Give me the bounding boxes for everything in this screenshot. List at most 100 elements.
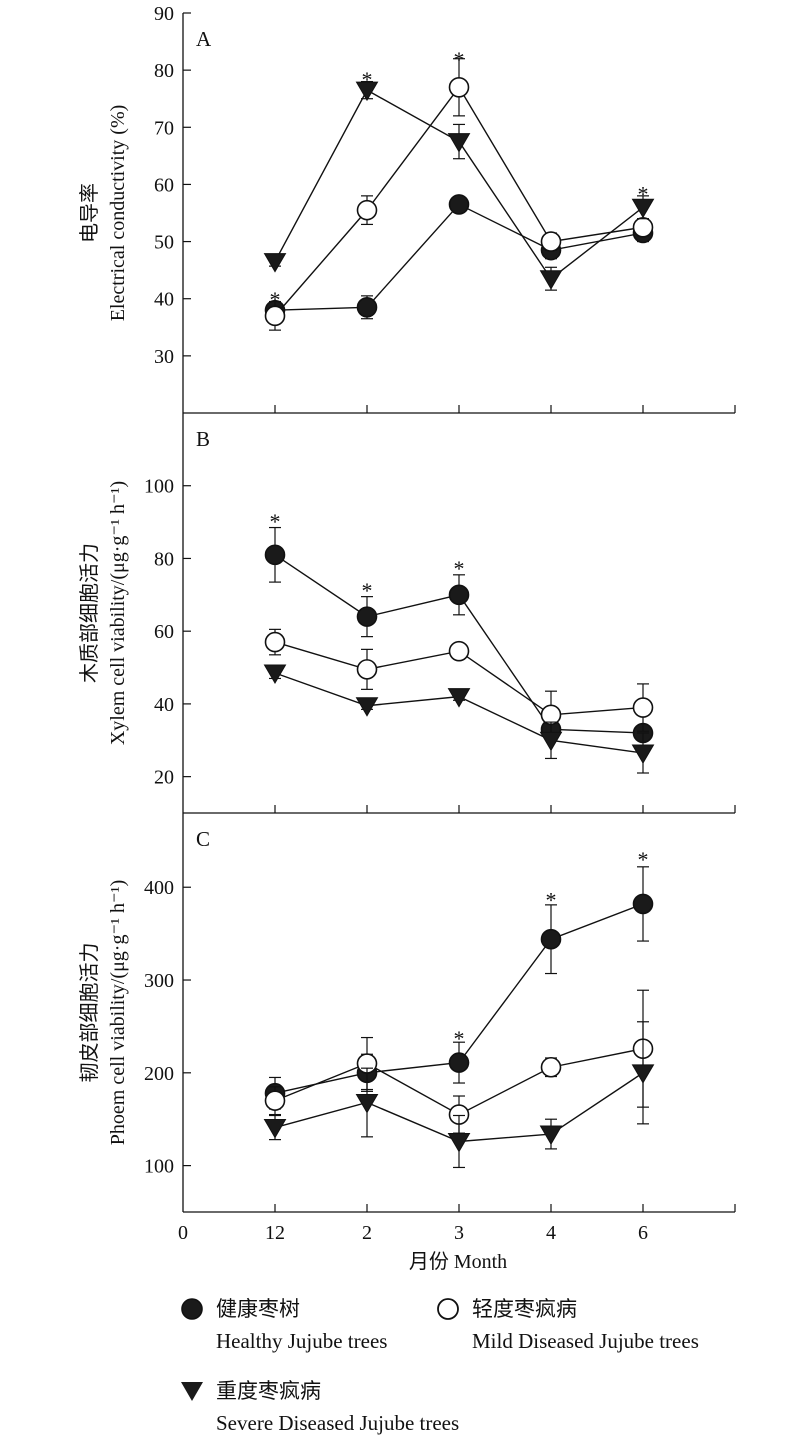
y-axis-label-cn: 木质部细胞活力 <box>78 543 101 683</box>
y-tick-label: 80 <box>154 548 174 570</box>
data-point-healthy <box>448 1052 470 1073</box>
significance-star: * <box>454 1026 465 1051</box>
x-tick-label: 4 <box>546 1222 556 1244</box>
data-point-severe <box>447 688 471 708</box>
series-line <box>274 203 644 311</box>
significance-star: * <box>454 47 465 72</box>
legend: 健康枣树 Healthy Jujube trees 轻度枣疯病 Mild Dis… <box>181 1297 699 1435</box>
data-point-severe <box>355 81 379 102</box>
data-point-healthy <box>448 194 470 215</box>
x-tick-label: 3 <box>454 1222 464 1244</box>
significance-star: * <box>362 578 373 603</box>
data-point-severe <box>263 664 287 684</box>
data-point-severe <box>631 1064 655 1084</box>
data-point-mild <box>356 659 378 680</box>
y-axis-label-en: Phoem cell viability/(μg·g⁻¹ h⁻¹) <box>107 880 129 1145</box>
data-point-severe <box>539 270 563 290</box>
legend-marker-mild <box>437 1298 459 1320</box>
x-tick-label: 12 <box>265 1222 285 1244</box>
series-mild <box>264 628 654 740</box>
y-axis-label-cn: 韧皮部细胞活力 <box>78 943 101 1083</box>
panel-B: 20 40 60 80 100 B 木质部细胞活力 Xylem cell viability/… <box>78 413 736 814</box>
data-point-mild <box>540 1056 562 1078</box>
x-axis-label: 月份 Month <box>409 1250 507 1273</box>
legend-item-mild: 轻度枣疯病 Mild Diseased Jujube trees <box>437 1297 699 1353</box>
series-severe <box>263 664 655 774</box>
y-axis-label-en: Xylem cell viability/(μg·g⁻¹ h⁻¹) <box>107 481 129 745</box>
y-tick-label: 40 <box>154 694 174 716</box>
y-tick-label: 300 <box>144 970 174 992</box>
data-point-healthy <box>356 606 378 627</box>
panel-C: 100 200 300 400 C 韧皮部细胞活力 Phoem cell viability… <box>78 813 736 1213</box>
x-tick-label: 2 <box>362 1222 372 1244</box>
legend-label-en-severe: Severe Diseased Jujube trees <box>216 1411 459 1435</box>
data-point-severe <box>631 744 655 764</box>
y-tick-label: 90 <box>154 3 174 25</box>
legend-label-en-healthy: Healthy Jujube trees <box>216 1329 387 1353</box>
y-tick-label: 50 <box>154 232 174 254</box>
data-point-mild <box>632 216 654 238</box>
significance-star: * <box>638 181 649 206</box>
data-point-severe <box>355 1094 379 1114</box>
legend-item-severe: 重度枣疯病 Severe Diseased Jujube trees <box>181 1379 459 1435</box>
data-point-mild <box>448 76 470 98</box>
data-point-mild <box>540 231 562 252</box>
legend-item-healthy: 健康枣树 Healthy Jujube trees <box>181 1297 387 1353</box>
data-point-severe <box>447 1132 471 1153</box>
legend-label-cn-healthy: 健康枣树 <box>216 1297 300 1321</box>
data-point-mild <box>356 199 378 221</box>
data-point-severe <box>447 133 471 153</box>
data-point-healthy <box>632 893 654 915</box>
panel-A: 30 40 50 60 70 80 90 A 电导率 Electrical conductivit… <box>78 3 736 414</box>
data-point-healthy <box>264 544 286 566</box>
y-tick-label: 100 <box>144 1156 174 1178</box>
data-point-severe <box>263 253 287 273</box>
series-healthy <box>264 866 654 1110</box>
series-severe <box>263 1021 655 1169</box>
panel-letter: C <box>196 827 210 851</box>
y-tick-label: 70 <box>154 117 174 139</box>
data-point-mild <box>264 631 286 653</box>
y-tick-label: 40 <box>154 289 174 311</box>
y-tick-label: 100 <box>144 476 174 498</box>
significance-star: * <box>454 556 465 581</box>
significance-star: * <box>362 67 373 92</box>
y-tick-label: 200 <box>144 1063 174 1085</box>
significance-star: * <box>270 509 281 534</box>
data-point-severe <box>631 198 655 219</box>
data-point-severe <box>355 697 379 717</box>
y-tick-label: 60 <box>154 174 174 196</box>
y-axis-label-cn: 电导率 <box>78 183 101 243</box>
data-point-mild <box>264 305 286 327</box>
significance-star: * <box>638 847 649 872</box>
y-axis-label-en: Electrical conductivity (%) <box>107 105 129 322</box>
data-point-mild <box>264 1090 286 1111</box>
data-point-severe <box>539 1125 563 1146</box>
panel-letter: B <box>196 427 210 451</box>
x-axis: 月份 Month 0 12 2 3 4 6 <box>178 1222 648 1273</box>
series-mild <box>264 58 654 331</box>
data-point-mild <box>448 640 470 662</box>
legend-label-en-mild: Mild Diseased Jujube trees <box>472 1329 699 1353</box>
data-point-healthy <box>356 296 378 318</box>
data-point-mild <box>540 704 562 726</box>
series-line <box>274 89 644 280</box>
significance-star: * <box>546 888 557 913</box>
chart-panels: 30 40 50 60 70 80 90 A 电导率 Electrical conductivit… <box>78 3 736 1213</box>
legend-label-cn-mild: 轻度枣疯病 <box>472 1297 577 1321</box>
y-tick-label: 60 <box>154 621 174 643</box>
data-point-severe <box>539 731 563 752</box>
y-tick-label: 80 <box>154 60 174 82</box>
series-line <box>274 672 644 754</box>
data-point-severe <box>263 1119 287 1139</box>
y-tick-label: 400 <box>144 877 174 899</box>
data-point-healthy <box>448 584 470 606</box>
legend-label-cn-severe: 重度枣疯病 <box>216 1379 321 1403</box>
y-tick-label: 30 <box>154 346 174 368</box>
panel-letter: A <box>196 27 212 51</box>
data-point-healthy <box>540 928 562 950</box>
legend-marker-healthy <box>181 1298 203 1320</box>
series-severe <box>263 80 655 291</box>
series-healthy <box>264 194 654 321</box>
